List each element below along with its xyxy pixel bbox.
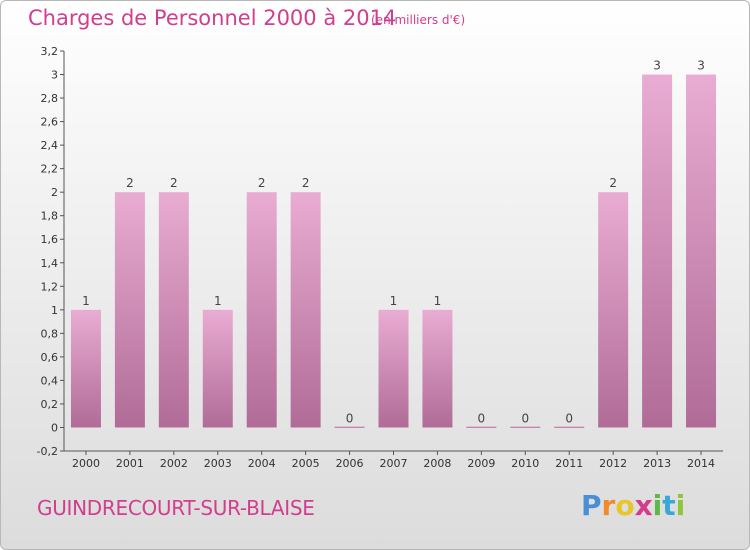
bar-2007	[378, 309, 409, 428]
bar-2012	[598, 192, 629, 428]
bar-2013	[642, 74, 673, 428]
logo-letter: P	[581, 489, 602, 522]
bar-2002	[158, 192, 189, 428]
logo-letter: i	[675, 489, 686, 522]
logo-letter: o	[615, 489, 635, 522]
y-tick-label: 2,2	[41, 163, 59, 176]
x-tick-label-2000: 2000	[72, 457, 100, 470]
chart-title: Charges de Personnel 2000 à 2014	[28, 6, 397, 30]
data-label-2003: 1	[214, 294, 222, 308]
data-label-2011: 0	[565, 411, 573, 425]
x-tick-label-2007: 2007	[380, 457, 408, 470]
y-tick-label: 1,2	[41, 280, 59, 293]
logo-letter: t	[662, 489, 676, 522]
logo-letter: r	[601, 489, 616, 522]
x-tick-label-2010: 2010	[511, 457, 539, 470]
y-tick-label: 2,4	[41, 139, 59, 152]
bar-2014	[686, 74, 717, 428]
data-label-2010: 0	[521, 411, 529, 425]
y-tick-label: 0,2	[41, 398, 59, 411]
x-tick-label-2005: 2005	[292, 457, 320, 470]
bar-2011	[554, 426, 585, 428]
x-tick-label-2011: 2011	[555, 457, 583, 470]
data-label-2012: 2	[609, 176, 617, 190]
logo-letter: x	[634, 489, 653, 522]
x-tick-label-2004: 2004	[248, 457, 276, 470]
x-tick-label-2009: 2009	[467, 457, 495, 470]
y-tick-label: 2,8	[41, 92, 59, 105]
data-label-2014: 3	[697, 59, 705, 73]
x-tick-label-2014: 2014	[687, 457, 715, 470]
x-tick-label-2001: 2001	[116, 457, 144, 470]
x-axis-ticks: 2000 2001 2002 2003 2004 2005 2006 2007 2008 2009…	[72, 451, 715, 470]
chart-subtitle: (en milliers d'€)	[371, 13, 466, 27]
bar-2004	[246, 192, 277, 428]
y-tick-label: 0,6	[41, 351, 59, 364]
bar-2003	[202, 309, 233, 428]
y-tick-label: 1,6	[41, 233, 59, 246]
data-label-2009: 0	[478, 411, 486, 425]
x-tick-label-2008: 2008	[423, 457, 451, 470]
bar-2008	[422, 309, 453, 428]
logo-letter: i	[652, 489, 663, 522]
bar-2006	[334, 426, 365, 428]
data-label-2006: 0	[346, 411, 354, 425]
data-label-2002: 2	[170, 176, 178, 190]
x-tick-label-2012: 2012	[599, 457, 627, 470]
x-tick-label-2006: 2006	[336, 457, 364, 470]
bar-2005	[290, 192, 321, 428]
y-tick-label: 2,6	[41, 116, 59, 129]
bar-2010	[510, 426, 541, 428]
y-tick-label: 3,2	[41, 45, 59, 58]
y-tick-label: 0,4	[41, 374, 59, 387]
proxiti-logo: Proxiti	[581, 489, 685, 522]
x-tick-label-2003: 2003	[204, 457, 232, 470]
bars: 1 2 2 1 2 2 0 1 1 0 0 0 2 3 3	[70, 59, 717, 428]
y-tick-label: 0	[51, 421, 58, 434]
y-tick-label: 1,4	[41, 257, 59, 270]
bar-2001	[114, 192, 145, 428]
data-label-2013: 3	[653, 59, 661, 73]
data-label-2008: 1	[434, 294, 442, 308]
y-axis-ticks: -0,2 0 0,2 0,4 0,6 0,8 1 1,2 1,4 1,6 1,8 2 2,2 2,4 2,6…	[37, 45, 64, 458]
data-label-2007: 1	[390, 294, 398, 308]
data-label-2000: 1	[82, 294, 90, 308]
y-tick-label: 1,8	[41, 210, 59, 223]
data-label-2005: 2	[302, 176, 310, 190]
commune-name: GUINDRECOURT-SUR-BLAISE	[37, 496, 315, 520]
y-tick-label: 3	[51, 69, 58, 82]
y-tick-label: 1	[51, 304, 58, 317]
x-tick-label-2002: 2002	[160, 457, 188, 470]
x-tick-label-2013: 2013	[643, 457, 671, 470]
bar-2009	[466, 426, 497, 428]
data-label-2001: 2	[126, 176, 134, 190]
y-tick-label: -0,2	[37, 445, 58, 458]
y-tick-label: 2	[51, 186, 58, 199]
y-tick-label: 0,8	[41, 327, 59, 340]
bar-2000	[70, 309, 101, 428]
data-label-2004: 2	[258, 176, 266, 190]
